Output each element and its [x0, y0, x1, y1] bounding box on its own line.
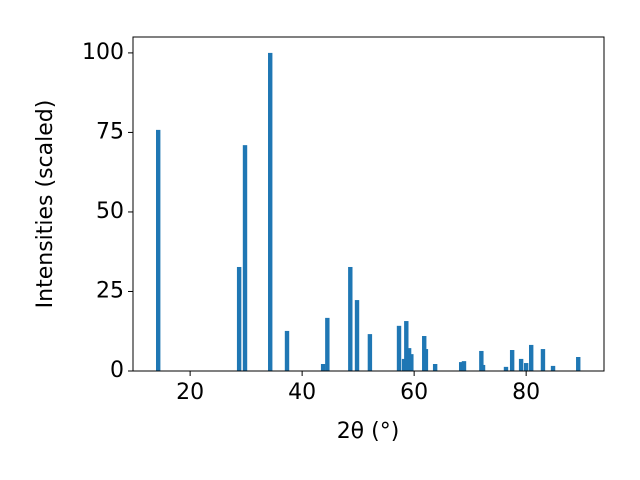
y-tick-label: 50 [96, 199, 124, 224]
bar [320, 364, 326, 371]
y-tick-label: 25 [96, 278, 124, 303]
bar [325, 317, 330, 371]
bar [576, 357, 581, 371]
bar [242, 145, 248, 371]
x-tick-label: 40 [288, 380, 316, 405]
plot-area [156, 52, 581, 372]
bar [396, 325, 402, 371]
bar [354, 300, 360, 371]
bar [480, 364, 486, 371]
bar [236, 266, 242, 371]
bar [518, 358, 524, 371]
bar [503, 366, 509, 371]
axes-frame [132, 36, 605, 372]
bar [348, 266, 353, 371]
bar [268, 52, 273, 372]
bar [461, 361, 467, 371]
bar [479, 350, 484, 371]
x-tick-label: 80 [512, 380, 540, 405]
bar [423, 349, 429, 371]
x-tick-label: 60 [400, 380, 428, 405]
bar [156, 129, 161, 371]
bar [550, 365, 556, 371]
bar [406, 348, 412, 371]
y-axis-label: Intensities (scaled) [33, 100, 58, 309]
bar [367, 334, 373, 371]
bar [458, 362, 464, 371]
x-tick-label: 20 [176, 380, 204, 405]
y-tick-label: 0 [110, 358, 124, 383]
bar [540, 349, 546, 371]
bar [409, 354, 414, 371]
x-axis-label: 2θ (°) [337, 419, 400, 444]
y-tick-label: 75 [96, 119, 124, 144]
bar [509, 350, 515, 371]
bar [523, 363, 529, 371]
y-tick-label: 100 [82, 40, 124, 65]
bar [401, 358, 407, 371]
bar [404, 321, 409, 371]
bar [284, 330, 290, 371]
bar [528, 344, 534, 371]
bar [432, 364, 438, 371]
